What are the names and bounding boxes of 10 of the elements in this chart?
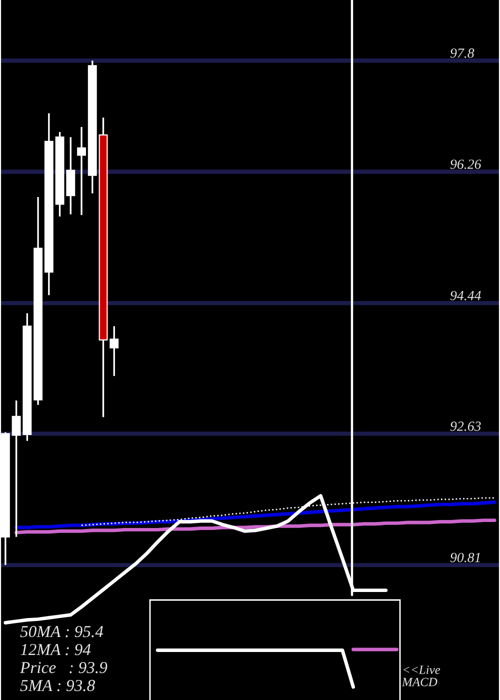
annotation: 5MA : 93.8 — [20, 680, 95, 692]
y-tick-label: 96.26 — [450, 160, 482, 169]
y-tick-label: 94.44 — [450, 290, 481, 300]
annotation: <<Live MACD — [402, 666, 440, 686]
y-tick-label: 97.8 — [450, 48, 474, 58]
annotation: 12MA : 94 — [20, 644, 91, 656]
y-tick-label: 90.81 — [450, 552, 480, 562]
y-tick-label: 92.63 — [450, 422, 481, 431]
annotation: 50MA : 95.4 — [20, 626, 104, 638]
annotation: Price : 93.9 — [20, 662, 108, 674]
